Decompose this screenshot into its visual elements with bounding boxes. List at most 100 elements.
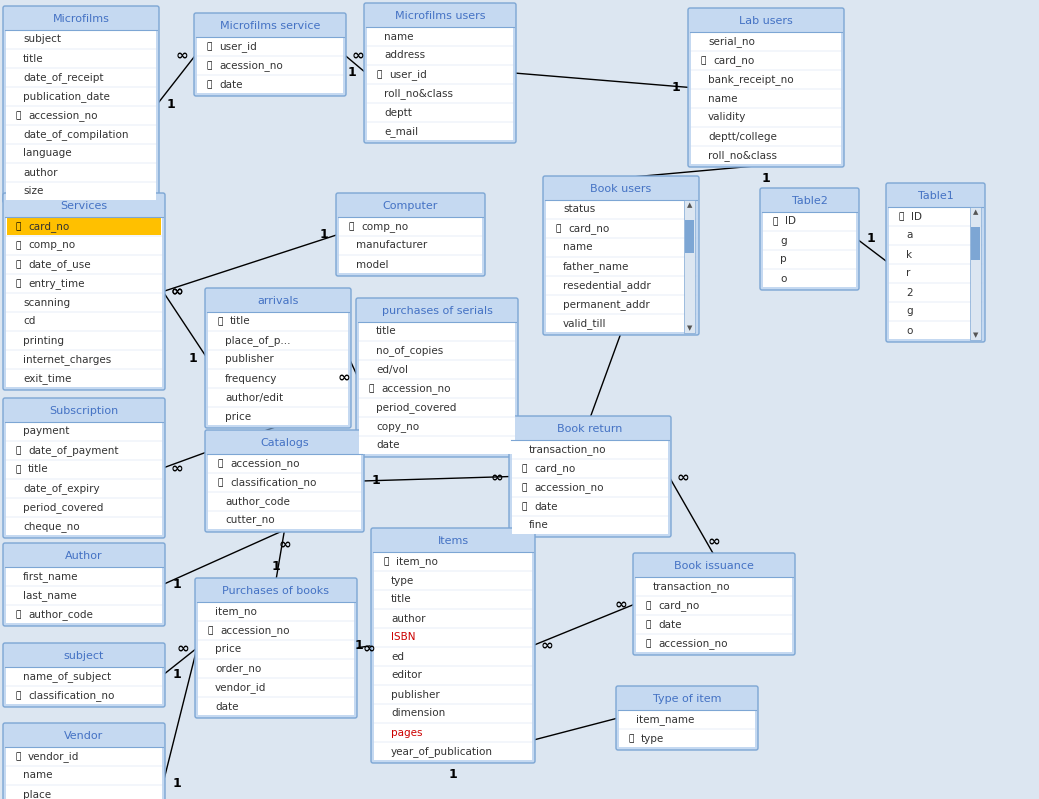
Text: cheque_no: cheque_no: [23, 521, 80, 532]
Text: Services: Services: [60, 201, 108, 211]
Text: 1: 1: [762, 173, 770, 185]
Text: type: type: [641, 733, 664, 744]
Text: 1: 1: [320, 228, 328, 241]
Text: Book return: Book return: [557, 424, 622, 434]
Text: title: title: [28, 464, 49, 475]
Bar: [6, 567, 162, 623]
Text: title: title: [376, 327, 397, 336]
Text: 🔑: 🔑: [522, 464, 527, 473]
Text: ▼: ▼: [687, 325, 692, 331]
Text: 🔑: 🔑: [16, 222, 21, 231]
Text: Microfilms: Microfilms: [53, 14, 109, 24]
Text: name: name: [384, 31, 414, 42]
Bar: [547, 200, 696, 332]
Text: 🔑: 🔑: [16, 465, 21, 474]
Text: 🔑: 🔑: [700, 56, 705, 65]
Text: 🔑: 🔑: [217, 317, 222, 326]
Text: classification_no: classification_no: [28, 690, 114, 701]
Text: Lab users: Lab users: [739, 16, 793, 26]
Text: date_of_use: date_of_use: [28, 259, 90, 270]
Text: roll_no&class: roll_no&class: [708, 150, 777, 161]
Text: card_no: card_no: [28, 221, 70, 232]
Text: 1: 1: [172, 669, 182, 682]
Text: 🔑: 🔑: [16, 691, 21, 700]
Text: exit_time: exit_time: [23, 373, 72, 384]
Text: name: name: [563, 243, 592, 252]
Text: ∞: ∞: [278, 536, 291, 551]
FancyBboxPatch shape: [3, 643, 165, 707]
Text: Table1: Table1: [917, 191, 954, 201]
Text: frequency: frequency: [225, 373, 277, 384]
Text: classification_no: classification_no: [230, 477, 316, 488]
Text: ∞: ∞: [351, 47, 365, 62]
Text: accession_no: accession_no: [658, 638, 727, 649]
Text: g: g: [906, 307, 912, 316]
Text: 🔑: 🔑: [16, 446, 21, 455]
Bar: [6, 667, 162, 704]
Text: 🔑: 🔑: [383, 557, 389, 566]
Text: Book issuance: Book issuance: [674, 561, 754, 571]
Text: accession_no: accession_no: [534, 482, 604, 493]
Text: deptt: deptt: [384, 108, 411, 117]
Text: author: author: [391, 614, 426, 623]
FancyBboxPatch shape: [205, 430, 364, 532]
FancyBboxPatch shape: [688, 8, 844, 167]
Bar: [763, 212, 856, 287]
Text: scanning: scanning: [23, 297, 70, 308]
Text: ∞: ∞: [338, 370, 350, 385]
Text: ∞: ∞: [176, 47, 188, 62]
Text: ∞: ∞: [170, 460, 183, 475]
Text: 🔑: 🔑: [16, 111, 21, 120]
Text: accession_no: accession_no: [28, 110, 98, 121]
Text: 1: 1: [372, 475, 380, 487]
Text: item_no: item_no: [215, 606, 257, 617]
Text: Subscription: Subscription: [50, 406, 118, 416]
Text: publication_date: publication_date: [23, 91, 110, 102]
FancyBboxPatch shape: [760, 188, 859, 290]
Text: last_name: last_name: [23, 590, 77, 601]
Text: 🔑: 🔑: [207, 42, 212, 51]
Text: vendor_id: vendor_id: [28, 751, 79, 762]
Text: r: r: [906, 268, 910, 279]
Text: publisher: publisher: [391, 690, 439, 699]
Text: ∞: ∞: [615, 597, 628, 611]
Text: 1: 1: [189, 352, 197, 364]
Text: model: model: [356, 260, 389, 269]
Bar: [619, 710, 755, 747]
Text: name: name: [23, 770, 53, 781]
Text: 1: 1: [449, 769, 457, 781]
Text: period_covered: period_covered: [376, 402, 456, 413]
FancyBboxPatch shape: [3, 543, 165, 626]
Text: Type of item: Type of item: [652, 694, 721, 704]
Text: cd: cd: [23, 316, 35, 327]
Text: roll_no&class: roll_no&class: [384, 88, 453, 99]
Text: 🔑: 🔑: [217, 478, 222, 487]
Text: 🔑: 🔑: [629, 734, 634, 743]
Text: item_name: item_name: [636, 714, 694, 725]
Text: no_of_copies: no_of_copies: [376, 345, 444, 356]
Text: 🔑: 🔑: [16, 752, 21, 761]
Text: date: date: [219, 79, 242, 89]
Text: acession_no: acession_no: [219, 60, 283, 71]
Text: fine: fine: [529, 520, 549, 531]
Text: card_no: card_no: [658, 600, 699, 611]
Text: accession_no: accession_no: [220, 625, 290, 636]
Text: accession_no: accession_no: [381, 383, 451, 394]
FancyBboxPatch shape: [364, 3, 516, 143]
Text: bank_receipt_no: bank_receipt_no: [708, 74, 794, 85]
Bar: [691, 32, 841, 164]
Text: editor: editor: [391, 670, 422, 681]
Text: 1: 1: [166, 98, 176, 111]
Text: 1: 1: [271, 559, 281, 573]
FancyBboxPatch shape: [886, 183, 985, 342]
Text: ∞: ∞: [708, 534, 720, 548]
Text: 🔑: 🔑: [207, 80, 212, 89]
Text: k: k: [906, 249, 912, 260]
Text: ∞: ∞: [170, 284, 183, 299]
Text: 1: 1: [671, 81, 681, 94]
Text: ∞: ∞: [177, 641, 189, 655]
FancyBboxPatch shape: [3, 193, 165, 390]
Text: ▲: ▲: [687, 202, 692, 208]
Text: resedential_addr: resedential_addr: [563, 280, 650, 291]
Text: 🔑: 🔑: [772, 217, 777, 226]
